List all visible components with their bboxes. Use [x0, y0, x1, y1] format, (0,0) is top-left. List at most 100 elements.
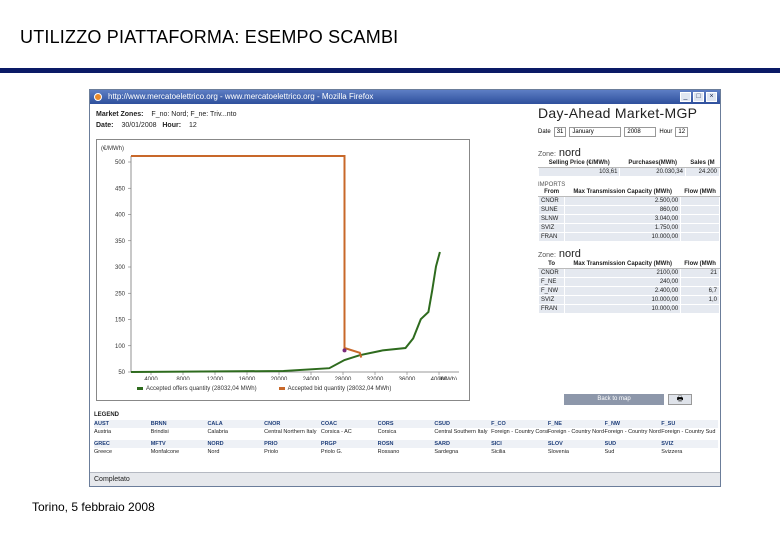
year-select[interactable]: 2008: [624, 127, 657, 137]
table-row: FRAN 10.000,00: [537, 232, 720, 242]
price-header-selling: Selling Price (€/MWh): [538, 159, 620, 168]
table-cell: 1.750,00: [564, 223, 682, 233]
table-row: F_NW 2.400,00 6,7: [537, 286, 720, 296]
y-tick-label: 350: [115, 239, 126, 245]
bids-series-line: [131, 155, 363, 358]
x-tick-label: 20000: [271, 377, 288, 380]
zone-name: Austria: [94, 429, 112, 435]
table-row: SUNE 860,00: [537, 205, 720, 215]
table-cell: SVIZ: [537, 295, 566, 305]
table-cell: 10.000,00: [564, 232, 682, 242]
zone-code: F_NW: [604, 420, 662, 428]
y-axis-label: (€/MWh): [101, 146, 124, 152]
zone-name: Central Northern Italy: [264, 429, 317, 435]
zone-code: F_NE: [547, 420, 605, 428]
month-select[interactable]: January: [569, 127, 622, 137]
imports-label: IMPORTS: [538, 182, 566, 188]
exports-zone-heading: Zone: nord: [534, 248, 720, 260]
y-tick-label: 250: [115, 291, 126, 297]
table-row: CNOR 2.500,00: [537, 196, 720, 206]
zone-code: AUST: [94, 420, 151, 428]
table-row: CNOR 2100,00 21: [537, 268, 720, 278]
zone-code: F_SU: [661, 420, 718, 428]
table-cell: 3.040,00: [564, 214, 682, 224]
table-row: SVIZ 10.000,00 1,0: [537, 295, 720, 305]
hour-value: 12: [188, 122, 197, 129]
market-zones-label: Market Zones:: [96, 111, 144, 118]
exports-header-capacity: Max Transmission Capacity (MWh): [564, 260, 681, 269]
browser-window: http://www.mercatoelettrico.org - www.me…: [89, 89, 721, 487]
zone-label: Zone:: [538, 151, 556, 158]
zone-name: Slovenia: [547, 449, 569, 455]
y-tick-label: 50: [118, 370, 125, 376]
zone-name: Rossano: [377, 449, 400, 455]
offers-series-line: [130, 251, 441, 373]
zone-name: Priolo G.: [320, 449, 343, 455]
table-row: F_NE 240,00: [537, 277, 720, 287]
hour-label: Hour:: [162, 122, 182, 129]
table-cell: 2.400,00: [564, 286, 682, 296]
x-tick-label: 4000: [144, 377, 158, 380]
table-cell: 21: [680, 268, 720, 278]
table-cell: SVIZ: [537, 223, 566, 233]
table-cell: [680, 205, 720, 215]
price-table: Selling Price (€/MWh) Purchases(MWh) Sal…: [537, 159, 720, 177]
zone-name: Nord: [207, 449, 220, 455]
status-text: Completato: [94, 476, 130, 483]
legend-item-offers: Accepted offers quantity (28032,04 MWh): [137, 386, 257, 392]
hour-select[interactable]: 12: [675, 127, 689, 137]
price-header-purchases: Purchases(MWh): [619, 159, 686, 168]
table-cell: [680, 277, 720, 287]
zone-code: PRIO: [264, 440, 321, 448]
zone-name: Brindisi: [150, 429, 169, 435]
zone-name: Corsica: [377, 429, 397, 435]
table-cell: SUNE: [537, 205, 566, 215]
price-cell-purchases: 20.030,34: [619, 167, 686, 177]
zone-code: CALA: [207, 420, 265, 428]
zone-code: F_CO: [491, 420, 548, 428]
zone-name: Foreign - Country Nord-Est: [547, 429, 605, 435]
y-tick-label: 300: [115, 265, 126, 271]
print-icon[interactable]: 🖶: [668, 394, 692, 405]
table-cell: [680, 196, 720, 206]
table-cell: FRAN: [537, 232, 566, 242]
y-tick-label: 100: [115, 344, 126, 350]
minimize-button[interactable]: _: [680, 92, 691, 102]
market-title: Day-Ahead Market-MGP: [538, 105, 698, 121]
maximize-button[interactable]: □: [693, 92, 704, 102]
legend-label-offers: Accepted offers quantity (28032,04 MWh): [146, 386, 257, 392]
zone-name: Sardegna: [434, 449, 459, 455]
zone-heading: Zone: nord: [534, 147, 720, 159]
title-rule: [0, 68, 780, 73]
zone-code: SARD: [434, 440, 492, 448]
y-tick-label: 500: [115, 160, 126, 166]
zone-name: Foreign - Country Sud: [661, 429, 716, 435]
y-tick-label: 400: [115, 213, 126, 219]
zone-code: SVIZ: [661, 440, 718, 448]
zone-name: Calabria: [207, 429, 228, 435]
zone-name: Central Southern Italy: [434, 429, 488, 435]
x-tick-label: 16000: [239, 377, 256, 380]
zone-code: MFTV: [150, 440, 208, 448]
zone-code: BRNN: [150, 420, 208, 428]
zone-code: CORS: [377, 420, 435, 428]
exports-zone-name: nord: [558, 248, 581, 260]
table-cell: 860,00: [564, 205, 682, 215]
slide-footer: Torino, 5 febbraio 2008: [32, 500, 155, 514]
status-bar: Completato: [90, 472, 720, 486]
zone-name: Sicilia: [491, 449, 506, 455]
back-to-map-button[interactable]: Back to map: [564, 394, 664, 405]
x-tick-label: 8000: [176, 377, 190, 380]
close-button[interactable]: ×: [706, 92, 717, 102]
price-cell-sales: 24.200: [684, 167, 720, 177]
y-tick-label: 150: [115, 318, 126, 324]
firefox-icon: [94, 93, 102, 101]
day-select[interactable]: 31: [553, 127, 567, 137]
table-cell: CNOR: [537, 196, 566, 206]
x-tick-label: 36000: [399, 377, 416, 380]
zone-name: nord: [558, 147, 581, 159]
zone-code: PRGP: [320, 440, 378, 448]
table-cell: SLNW: [537, 214, 566, 224]
price-cell-selling: 103,61: [537, 167, 621, 177]
zone-code: GREC: [94, 440, 151, 448]
